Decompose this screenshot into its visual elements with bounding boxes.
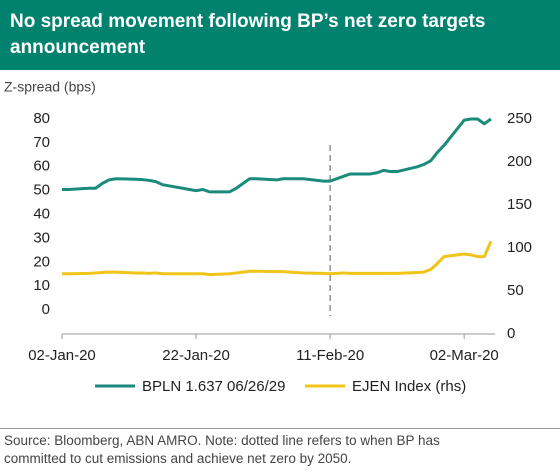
y-tick-label: 0	[42, 301, 50, 318]
series-line	[62, 240, 493, 277]
source-note: Source: Bloomberg, ABN AMRO. Note: dotte…	[4, 433, 440, 466]
y-tick-label: 40	[33, 206, 50, 223]
y-tick-label: 70	[33, 134, 50, 151]
y-tick-label: 30	[33, 229, 50, 246]
legend-label: BPLN 1.637 06/26/29	[142, 378, 285, 395]
y-tick-label: 80	[33, 110, 50, 127]
legend-label: EJEN Index (rhs)	[352, 378, 466, 395]
y-tick-label: 10	[33, 277, 50, 294]
y-tick-label: 20	[33, 253, 50, 270]
divider	[0, 428, 560, 429]
x-tick-label: 02-Mar-20	[430, 347, 499, 364]
y2-tick-label: 200	[507, 153, 532, 170]
chart: Z-spread (bps) 0 10 20 30 40 50 60 70 80 0 50 100 15…	[4, 79, 532, 395]
series-line	[62, 117, 492, 194]
y2-tick-label: 0	[507, 325, 515, 342]
chart-title: No spread movement following BP’s net ze…	[10, 11, 486, 58]
y2-tick-label: 150	[507, 196, 532, 213]
x-tick-label: 11-Feb-20	[296, 347, 364, 364]
y-axis-label: Z-spread (bps)	[4, 79, 96, 95]
x-tick-label: 02-Jan-20	[28, 347, 96, 364]
y2-tick-label: 50	[507, 282, 524, 299]
y-tick-label: 50	[33, 182, 50, 199]
y2-tick-label: 100	[507, 239, 532, 256]
title-banner	[0, 0, 560, 70]
y2-tick-label: 250	[507, 110, 532, 127]
y-tick-label: 60	[33, 158, 50, 175]
x-tick-label: 22-Jan-20	[162, 347, 230, 364]
